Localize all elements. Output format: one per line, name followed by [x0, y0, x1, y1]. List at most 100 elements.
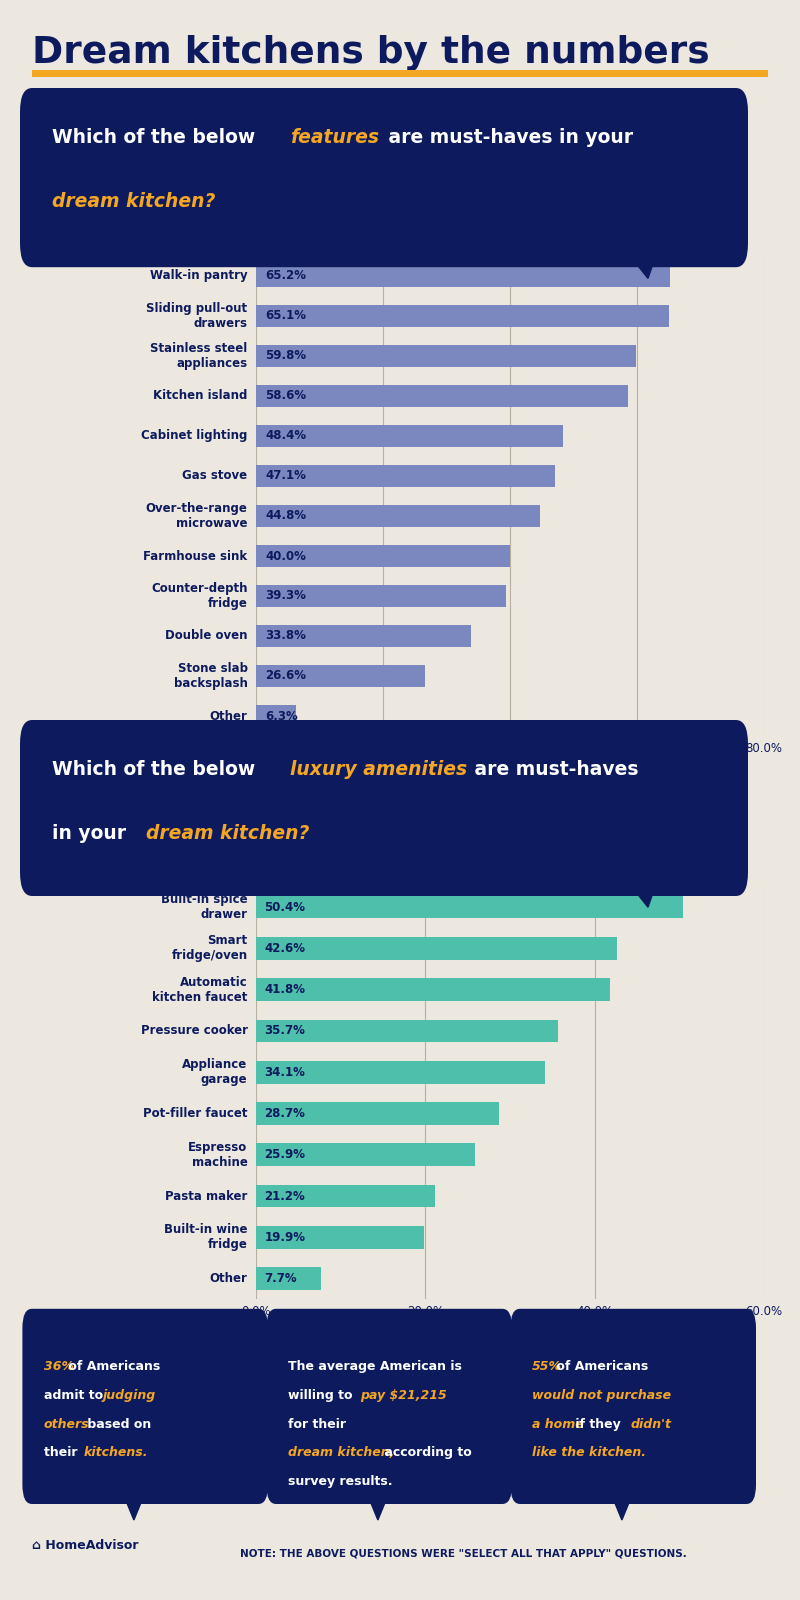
Text: Other: Other: [210, 1272, 248, 1285]
Text: Which of the below: Which of the below: [52, 760, 262, 779]
Text: Pressure cooker: Pressure cooker: [141, 1024, 248, 1037]
Text: 65.2%: 65.2%: [266, 269, 306, 283]
Text: like the kitchen.: like the kitchen.: [532, 1446, 646, 1459]
Text: Smart
fridge/oven: Smart fridge/oven: [171, 934, 248, 962]
Text: NOTE: THE ABOVE QUESTIONS WERE "SELECT ALL THAT APPLY" QUESTIONS.: NOTE: THE ABOVE QUESTIONS WERE "SELECT A…: [240, 1549, 686, 1558]
Text: are must-haves: are must-haves: [468, 760, 638, 779]
Text: features: features: [290, 128, 379, 147]
Text: Espresso
machine: Espresso machine: [188, 1141, 248, 1168]
Bar: [256, 896, 682, 918]
Text: are must-haves in your: are must-haves in your: [382, 128, 634, 147]
Bar: [256, 426, 563, 446]
Text: 41.8%: 41.8%: [265, 982, 306, 997]
Bar: [256, 266, 670, 286]
Text: 28.7%: 28.7%: [265, 1107, 306, 1120]
Text: kitchens.: kitchens.: [83, 1446, 148, 1459]
Text: Sliding pull-out
drawers: Sliding pull-out drawers: [146, 302, 248, 330]
Text: Based on survey responses from 3,000 people across the U.S.: Based on survey responses from 3,000 peo…: [32, 91, 462, 106]
Text: pay $21,215: pay $21,215: [360, 1389, 447, 1402]
Text: 34.1%: 34.1%: [265, 1066, 306, 1078]
Text: Farmhouse sink: Farmhouse sink: [143, 549, 248, 563]
Text: 40.0%: 40.0%: [266, 549, 306, 563]
Text: 44.8%: 44.8%: [266, 509, 306, 523]
Text: if they: if they: [571, 1418, 626, 1430]
Text: 42.6%: 42.6%: [265, 942, 306, 955]
Text: 36%: 36%: [44, 1360, 74, 1373]
Bar: [256, 346, 636, 366]
Text: in your: in your: [52, 824, 133, 843]
Text: dream kitchen?: dream kitchen?: [52, 192, 215, 211]
Bar: [256, 666, 425, 686]
Text: 7.7%: 7.7%: [265, 1272, 297, 1285]
Text: 35.7%: 35.7%: [265, 1024, 306, 1037]
Bar: [256, 1061, 545, 1083]
Text: dream kitchen,: dream kitchen,: [288, 1446, 394, 1459]
Text: didn't: didn't: [630, 1418, 671, 1430]
Bar: [256, 1226, 425, 1248]
Text: survey results.: survey results.: [288, 1475, 393, 1488]
Bar: [256, 546, 510, 566]
Text: Gas stove: Gas stove: [182, 469, 248, 483]
Bar: [256, 1019, 558, 1042]
Text: a home: a home: [532, 1418, 584, 1430]
Text: of Americans: of Americans: [64, 1360, 160, 1373]
Text: Other: Other: [210, 709, 248, 723]
Text: Dream kitchens by the numbers: Dream kitchens by the numbers: [32, 35, 710, 70]
Text: Walk-in pantry: Walk-in pantry: [150, 269, 248, 283]
Bar: [256, 978, 610, 1002]
Text: Built-in spice
drawer: Built-in spice drawer: [161, 893, 248, 922]
Text: Appliance
garage: Appliance garage: [182, 1058, 248, 1086]
Text: The average American is: The average American is: [288, 1360, 462, 1373]
Bar: [256, 1184, 435, 1208]
Text: ⌂ HomeAdvisor: ⌂ HomeAdvisor: [32, 1539, 138, 1552]
Text: their: their: [44, 1446, 82, 1459]
Text: 48.4%: 48.4%: [266, 429, 306, 443]
Text: admit to: admit to: [44, 1389, 107, 1402]
Text: 55%: 55%: [532, 1360, 562, 1373]
Text: Double oven: Double oven: [165, 629, 248, 643]
Bar: [256, 466, 555, 486]
Text: Cabinet lighting: Cabinet lighting: [142, 429, 248, 443]
Text: Automatic
kitchen faucet: Automatic kitchen faucet: [152, 976, 248, 1003]
Text: 39.3%: 39.3%: [266, 589, 306, 603]
Bar: [256, 386, 628, 406]
Text: Pot-filler faucet: Pot-filler faucet: [143, 1107, 248, 1120]
Text: based on: based on: [83, 1418, 152, 1430]
Text: 25.9%: 25.9%: [265, 1149, 306, 1162]
Bar: [256, 1102, 499, 1125]
Text: 26.6%: 26.6%: [266, 669, 306, 683]
Text: Stainless steel
appliances: Stainless steel appliances: [150, 342, 248, 370]
Text: 65.1%: 65.1%: [266, 309, 306, 323]
Text: 33.8%: 33.8%: [266, 629, 306, 643]
Text: Built-in wine
fridge: Built-in wine fridge: [164, 1224, 248, 1251]
Bar: [256, 938, 617, 960]
Text: Pasta maker: Pasta maker: [166, 1189, 248, 1203]
Bar: [256, 306, 670, 326]
Text: Which of the below: Which of the below: [52, 128, 262, 147]
Bar: [256, 586, 506, 606]
Bar: [256, 1144, 475, 1166]
Text: 59.8%: 59.8%: [266, 349, 306, 363]
Text: Stone slab
backsplash: Stone slab backsplash: [174, 662, 248, 690]
Text: Over-the-range
microwave: Over-the-range microwave: [146, 502, 248, 530]
Bar: [256, 706, 296, 726]
Text: according to: according to: [380, 1446, 471, 1459]
Text: judging: judging: [103, 1389, 156, 1402]
Bar: [256, 506, 541, 526]
Text: 6.3%: 6.3%: [266, 709, 298, 723]
Text: 58.6%: 58.6%: [266, 389, 306, 403]
Bar: [256, 626, 470, 646]
Text: dream kitchen?: dream kitchen?: [146, 824, 309, 843]
Text: 47.1%: 47.1%: [266, 469, 306, 483]
Bar: [256, 1267, 321, 1290]
Text: Kitchen island: Kitchen island: [154, 389, 248, 403]
Text: 50.4%: 50.4%: [265, 901, 306, 914]
Text: Counter-depth
fridge: Counter-depth fridge: [151, 582, 248, 610]
Text: others: others: [44, 1418, 90, 1430]
Text: 19.9%: 19.9%: [265, 1230, 306, 1243]
Text: 21.2%: 21.2%: [265, 1189, 306, 1203]
Text: willing to: willing to: [288, 1389, 357, 1402]
Text: luxury amenities: luxury amenities: [290, 760, 467, 779]
Text: would not purchase: would not purchase: [532, 1389, 671, 1402]
Text: for their: for their: [288, 1418, 346, 1430]
